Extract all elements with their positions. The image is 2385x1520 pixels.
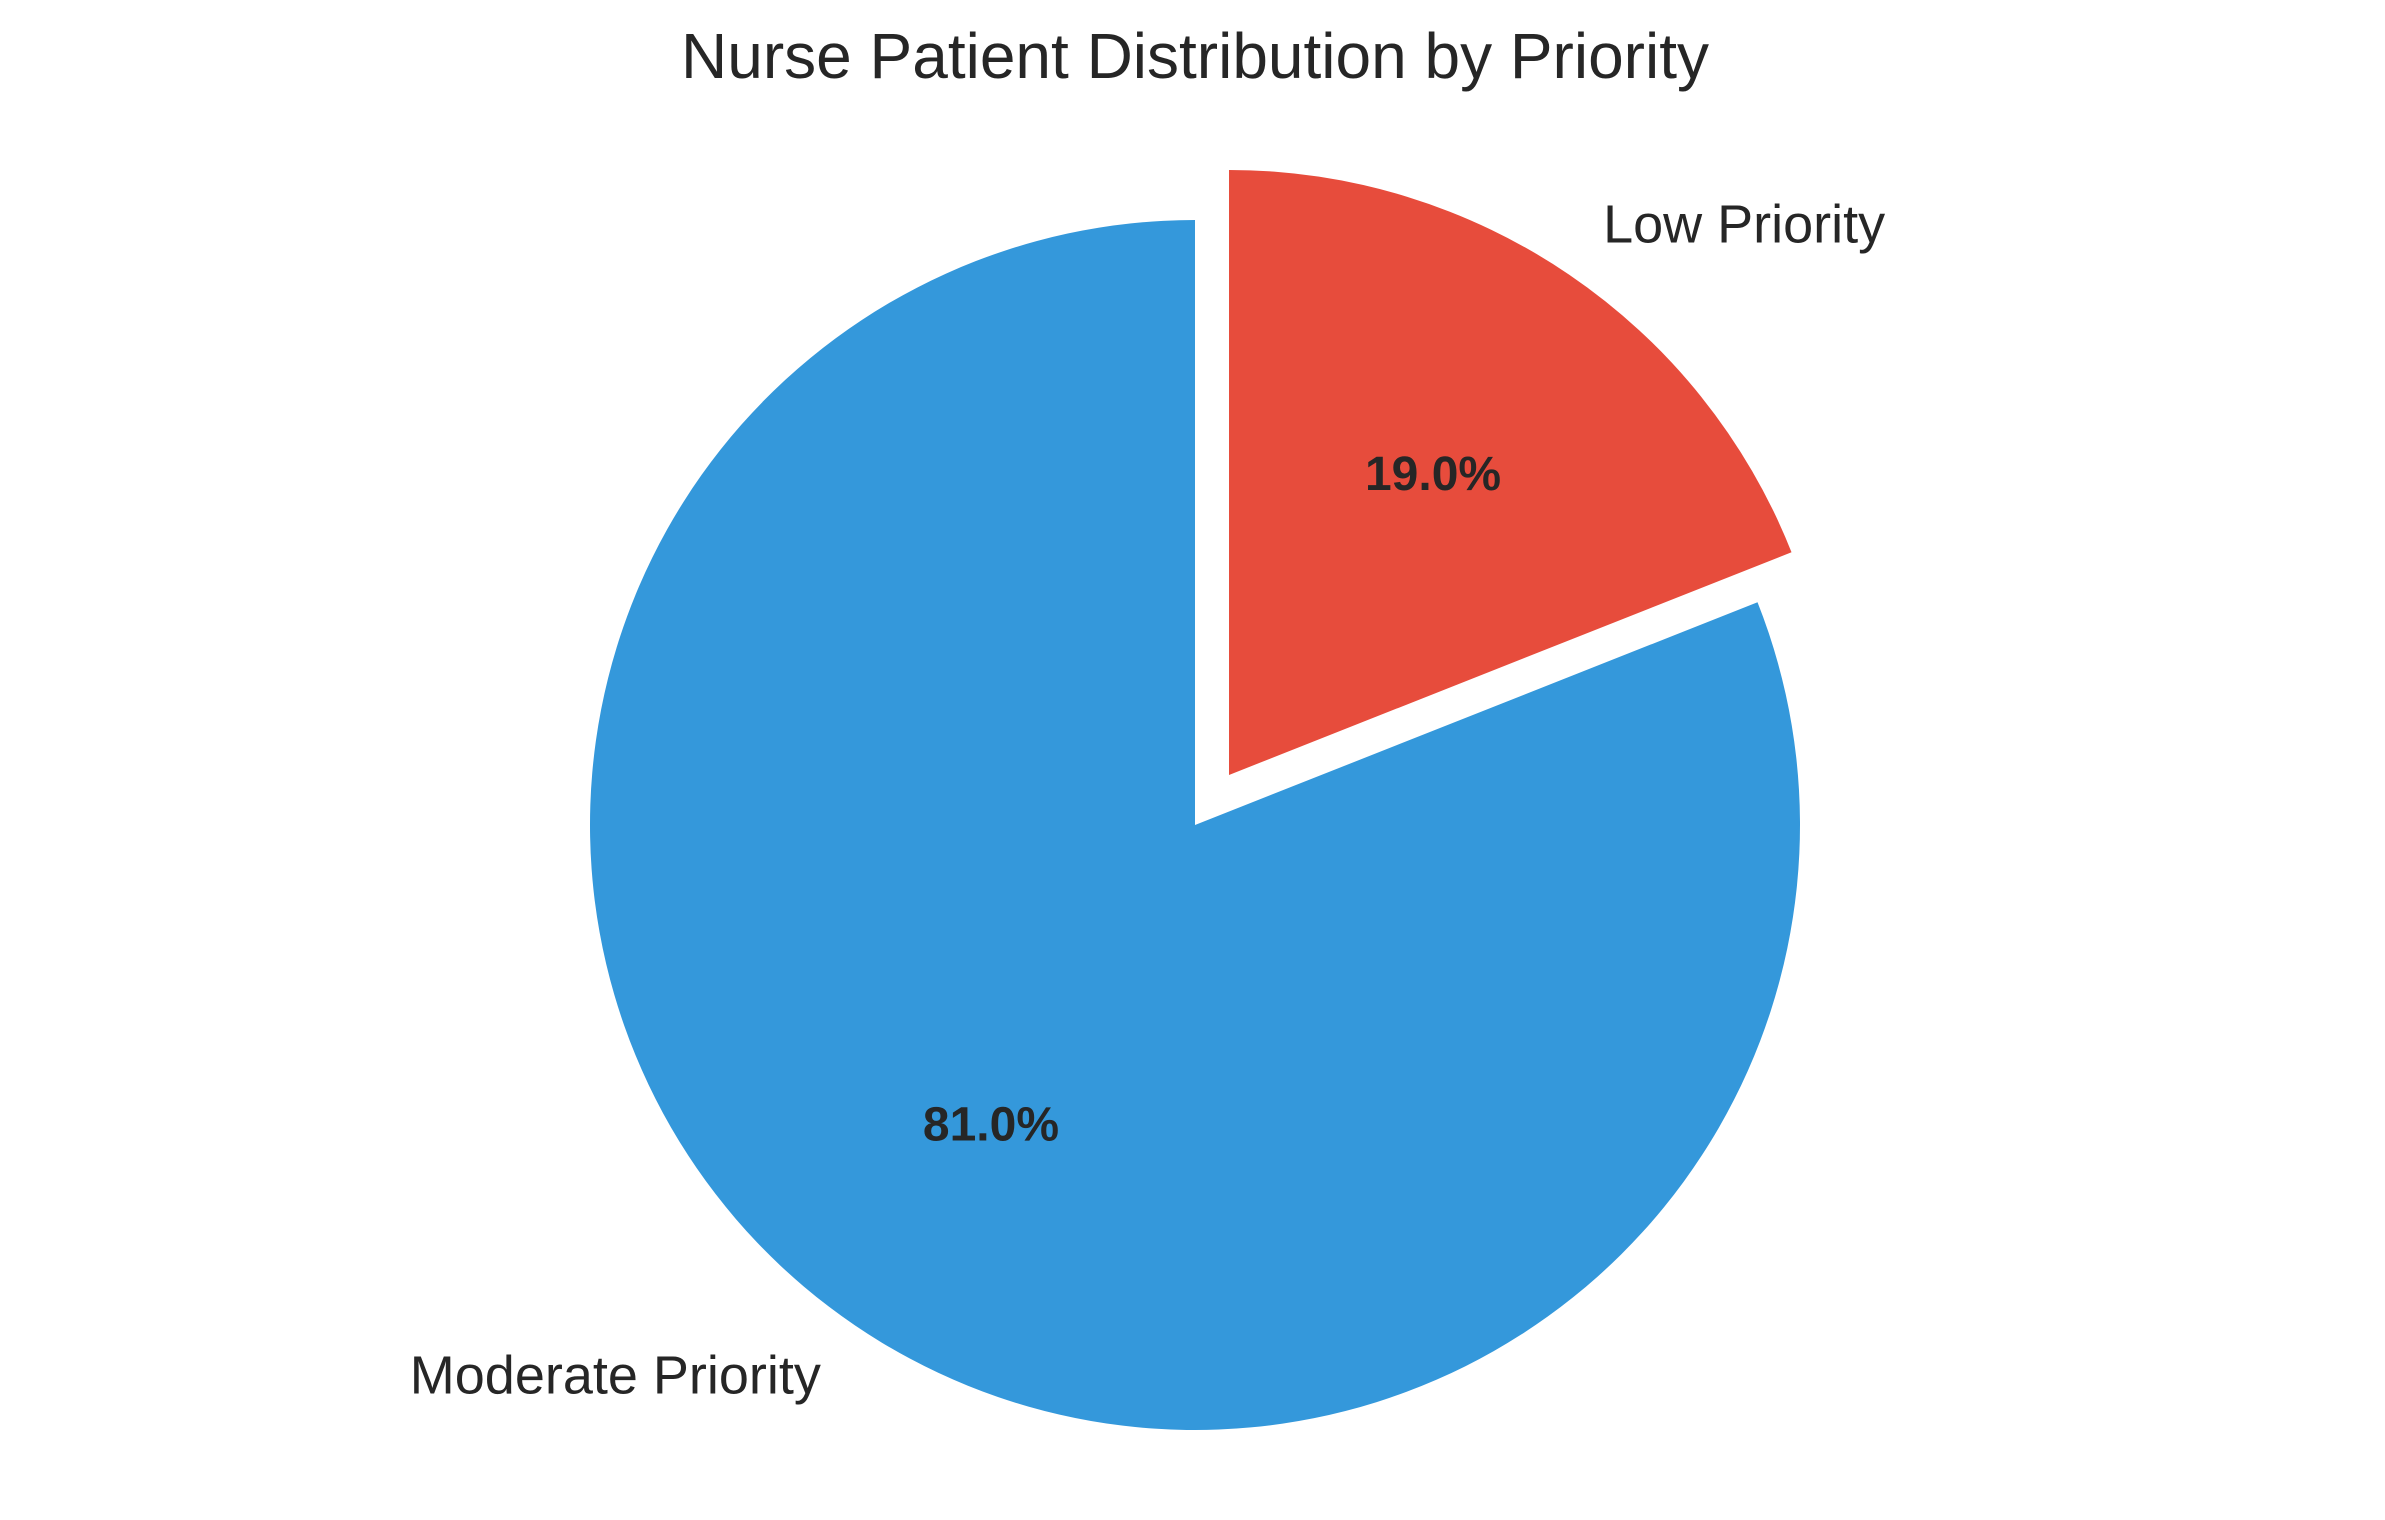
pie-slice-low-priority xyxy=(1229,169,1792,775)
category-label-moderate-priority: Moderate Priority xyxy=(410,1345,821,1405)
chart-title: Nurse Patient Distribution by Priority xyxy=(681,20,1709,92)
category-label-low-priority: Low Priority xyxy=(1603,195,1885,255)
pct-label-low-priority: 19.0% xyxy=(1365,448,1501,501)
pie-slice-moderate-priority xyxy=(590,220,1801,1430)
pct-label-moderate-priority: 81.0% xyxy=(923,1099,1059,1152)
pie-labels: 19.0% Low Priority 81.0% Moderate Priority xyxy=(410,195,1885,1406)
pie-slices xyxy=(590,169,1801,1430)
